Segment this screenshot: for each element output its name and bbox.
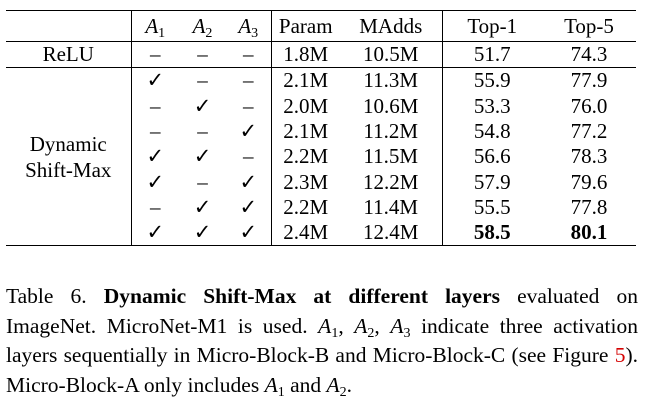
a1-cell: ✓ [146, 144, 165, 169]
param-cell: 2.1M [283, 68, 329, 93]
a1-cell: ✓ [146, 68, 165, 93]
top1-cell: 53.3 [473, 93, 511, 118]
param-cell: 2.1M [283, 119, 329, 144]
a2-cell: – [179, 41, 226, 69]
param-cell: 1.8M [271, 41, 340, 69]
results-table: A1 A2 A3 Param MAdds Top-1 Top-5 ReLU – … [6, 10, 636, 247]
a3-cell: ✓ [226, 169, 272, 195]
table-row: – – ✓ 2.1M 11.2M 54.8 77.2 [6, 118, 636, 145]
top1-cell: 57.9 [473, 169, 511, 194]
table-row: Dynamic Shift-Max ✓ – – 2.1M 11.3M 55.9 … [6, 67, 636, 247]
table-row-best: ✓ ✓ ✓ 2.4M 12.4M 58.5 80.1 [6, 220, 636, 247]
top1-cell: 55.9 [473, 68, 511, 93]
top1-cell: 51.7 [442, 41, 542, 69]
madds-cell: 10.6M [340, 93, 443, 119]
madds-cell: 11.4M [340, 194, 443, 221]
top5-cell: 77.9 [570, 68, 608, 93]
a3-cell: – [226, 41, 272, 69]
a2-cell: ✓ [193, 144, 212, 169]
header-a2: A2 [179, 10, 226, 42]
madds-cell: 12.4M [340, 220, 443, 247]
top1-cell: 54.8 [473, 119, 511, 144]
table-row: – ✓ ✓ 2.2M 11.4M 55.5 77.8 [6, 194, 636, 221]
header-top5: Top-5 [542, 10, 636, 42]
top5-cell: 76.0 [570, 93, 608, 118]
top5-cell: 77.8 [570, 194, 608, 219]
a3-cell: ✓ [226, 194, 272, 221]
caption-label: Table 6. [6, 284, 87, 308]
top1-cell: 56.6 [473, 144, 511, 169]
madds-cell: 11.2M [340, 118, 443, 145]
caption-title: Dynamic Shift-Max at different layers [103, 284, 500, 308]
a3-cell: – [226, 144, 272, 170]
a2-cell: – [197, 169, 208, 194]
header-a3: A3 [226, 10, 272, 42]
header-param: Param [271, 10, 340, 42]
a3-cell: ✓ [226, 118, 272, 145]
param-cell: 2.2M [283, 144, 329, 169]
table-row: – ✓ – 2.0M 10.6M 53.3 76.0 [6, 93, 636, 119]
top5-cell-best: 80.1 [542, 220, 636, 247]
a1-cell: – [131, 41, 179, 69]
a1-cell: ✓ [131, 220, 179, 247]
table-row: ✓ ✓ – 2.2M 11.5M 56.6 78.3 [6, 144, 636, 170]
a2-cell: ✓ [193, 93, 212, 118]
header-row: A1 A2 A3 Param MAdds Top-1 Top-5 [6, 10, 636, 42]
header-madds: MAdds [340, 10, 443, 42]
top5-cell: 77.2 [570, 119, 608, 144]
group-label-line-2: Shift-Max [25, 157, 112, 182]
table-row: ✓ – ✓ 2.3M 12.2M 57.9 79.6 [6, 169, 636, 195]
param-cell: 2.2M [283, 194, 329, 219]
results-table-container: A1 A2 A3 Param MAdds Top-1 Top-5 ReLU – … [6, 10, 636, 247]
a1-cell: – [150, 194, 161, 219]
header-top1: Top-1 [442, 10, 542, 42]
table-caption: Table 6. Dynamic Shift-Max at different … [6, 284, 639, 400]
top5-cell: 79.6 [570, 169, 608, 194]
a1-cell: ✓ [146, 169, 165, 194]
method-cell: ReLU [6, 41, 132, 69]
a3-cell: – [226, 67, 272, 94]
madds-cell: 11.5M [340, 144, 443, 170]
group-label-line-1: Dynamic [29, 131, 107, 156]
table-row-relu: ReLU – – – 1.8M 10.5M 51.7 74.3 [6, 41, 636, 69]
caption-var-a3: A3 [390, 313, 411, 341]
a2-cell: – [197, 68, 208, 93]
param-cell: 2.4M [271, 220, 340, 247]
a1-cell: – [150, 93, 161, 118]
top1-cell: 55.5 [473, 194, 511, 219]
a1-cell: – [150, 119, 161, 144]
a2-cell: ✓ [193, 194, 212, 219]
a2-cell: – [197, 119, 208, 144]
a2-cell: ✓ [179, 220, 226, 247]
group-label-dynamic-shift-max: Dynamic Shift-Max [6, 67, 132, 247]
header-a1: A1 [131, 10, 179, 42]
madds-cell: 11.3M [340, 67, 443, 94]
header-method [6, 10, 132, 42]
caption-var-a2-second: A2 [326, 372, 347, 400]
caption-var-a1-second: A1 [264, 372, 285, 400]
top1-cell-best: 58.5 [442, 220, 542, 247]
top5-cell: 74.3 [542, 41, 636, 69]
a3-cell: – [226, 93, 272, 119]
top5-cell: 78.3 [570, 144, 608, 169]
param-cell: 2.0M [283, 93, 329, 118]
param-cell: 2.3M [283, 169, 329, 194]
madds-cell: 10.5M [340, 41, 443, 69]
a3-cell: ✓ [226, 220, 272, 247]
figure-ref-link[interactable]: 5 [614, 343, 626, 367]
caption-var-a2: A2 [354, 313, 375, 341]
caption-var-a1: A1 [318, 313, 339, 341]
madds-cell: 12.2M [340, 169, 443, 195]
